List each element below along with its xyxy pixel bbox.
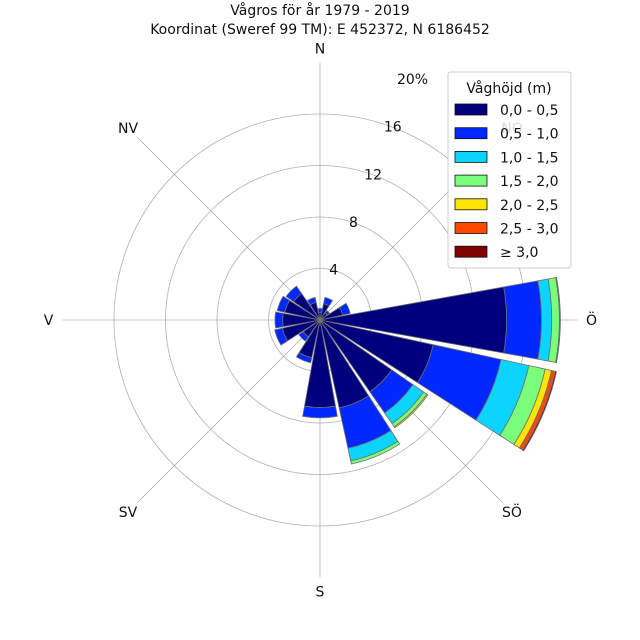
ring-labels: 4 8 12 16 20% bbox=[329, 72, 428, 278]
rose-bar-s1-b1 bbox=[323, 296, 334, 307]
direction-label-nv: NV bbox=[118, 121, 138, 137]
rose-bar-s2-b1 bbox=[324, 309, 331, 316]
grid-spoke bbox=[137, 137, 321, 321]
legend-label-4: 1,5 - 2,0 bbox=[500, 174, 558, 190]
ring-label-3: 12 bbox=[364, 167, 382, 183]
ring-label-1: 4 bbox=[329, 262, 338, 278]
legend-swatch-3 bbox=[454, 150, 488, 163]
ring-label-5: 20% bbox=[397, 72, 428, 88]
direction-label-ö: Ö bbox=[586, 311, 597, 329]
rose-bar-s10-b1 bbox=[298, 331, 309, 342]
legend-label-5: 2,0 - 2,5 bbox=[500, 198, 558, 214]
legend-label-1: 0,0 - 0,5 bbox=[500, 103, 558, 119]
direction-label-sv: SV bbox=[119, 505, 138, 521]
rose-bar-s5-b6 bbox=[522, 370, 557, 452]
rose-bar-s8-b1 bbox=[302, 405, 338, 419]
legend-swatch-1 bbox=[454, 103, 488, 116]
ring-label-4: 16 bbox=[384, 120, 402, 136]
rose-bars bbox=[274, 276, 561, 465]
direction-label-sö: SÖ bbox=[502, 503, 522, 521]
rose-bar-s15-b1 bbox=[306, 296, 317, 306]
legend-swatch-4 bbox=[454, 174, 488, 187]
legend-swatch-2 bbox=[454, 127, 488, 140]
grid-spoke bbox=[137, 319, 321, 503]
rose-bar-s4-b1 bbox=[503, 280, 542, 360]
rose-bar-s3-b1 bbox=[338, 302, 351, 316]
rose-bar-s0-b1 bbox=[317, 308, 323, 313]
chart-title: Vågros för år 1979 - 2019 bbox=[230, 2, 409, 19]
rose-bar-s7-b3 bbox=[350, 440, 401, 465]
legend: Våghöjd (m) 0,0 - 0,5 0,5 - 1,0 1,0 - 1,5 1… bbox=[447, 71, 572, 269]
legend-label-7: ≥ 3,0 bbox=[500, 245, 538, 261]
rose-bar-s6-b4 bbox=[393, 393, 429, 429]
legend-label-2: 0,5 - 1,0 bbox=[500, 127, 558, 143]
direction-label-n: N bbox=[315, 42, 325, 58]
rose-bar-s9-b1 bbox=[295, 351, 313, 364]
direction-label-v: V bbox=[44, 313, 54, 329]
legend-frame bbox=[447, 71, 572, 269]
legend-title: Våghöjd (m) bbox=[466, 80, 551, 97]
ring-label-2: 8 bbox=[349, 215, 358, 231]
rose-bar-s13-b1 bbox=[276, 295, 291, 313]
rose-bar-s4-b5 bbox=[555, 276, 561, 364]
legend-swatch-5 bbox=[454, 198, 488, 211]
rose-bar-s14-b1 bbox=[285, 285, 303, 303]
direction-label-s: S bbox=[316, 585, 325, 601]
chart-subtitle: Koordinat (Sweref 99 TM): E 452372, N 61… bbox=[150, 22, 490, 38]
legend-label-6: 2,5 - 3,0 bbox=[500, 222, 558, 238]
legend-swatch-7 bbox=[454, 245, 488, 258]
legend-label-3: 1,0 - 1,5 bbox=[500, 150, 558, 166]
legend-swatch-6 bbox=[454, 222, 488, 234]
rose-bar-s11-b1 bbox=[274, 327, 289, 346]
rose-bar-s12-b1 bbox=[274, 311, 284, 329]
legend-entries: 0,0 - 0,5 0,5 - 1,0 1,0 - 1,5 1,5 - 2,0 2,0 … bbox=[454, 103, 558, 261]
